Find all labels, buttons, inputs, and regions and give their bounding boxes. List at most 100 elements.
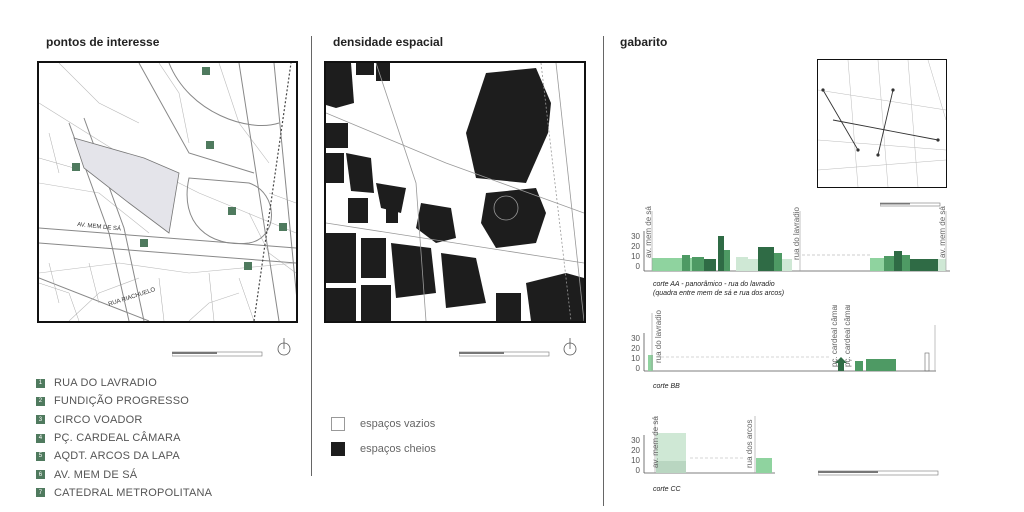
chart-cc-y-tick-30: 30 xyxy=(631,436,640,445)
aa-bar xyxy=(724,250,730,271)
chart-aa-y-tick-0: 0 xyxy=(636,262,641,271)
poi-north-arrow-icon xyxy=(277,338,291,356)
street-label-riachuelo: RUA RIACHUELO xyxy=(108,287,157,308)
chart-bb-vlabel: pç. cardeal câmara xyxy=(843,305,852,367)
chart-cc-vlabel: rua dos arcos xyxy=(745,420,754,468)
chart-cc-vlabel: av. mem de sá xyxy=(651,416,660,468)
poi-legend: 1 RUA DO LAVRADIO 2 FUNDIÇÃO PROGRESSO 3 CI… xyxy=(36,374,212,502)
chart-bb-y-tick-20: 20 xyxy=(631,344,640,353)
legend-label: AV. MEM DE SÁ xyxy=(54,468,138,481)
chart-aa-vlabel: av. mem de sá xyxy=(644,206,653,258)
keymap-scale-bar xyxy=(880,202,941,207)
cc-bar xyxy=(656,461,686,473)
density-legend-label: espaços cheios xyxy=(360,442,436,455)
density-legend-full: espaços cheios xyxy=(331,436,436,461)
legend-item-6[interactable]: 6 AV. MEM DE SÁ xyxy=(36,465,212,483)
gabarito-key-map xyxy=(817,59,947,188)
legend-label: CIRCO VOADOR xyxy=(54,413,143,426)
legend-item-7[interactable]: 7 CATEDRAL METROPOLITANA xyxy=(36,484,212,502)
chart-cc-y-tick-0: 0 xyxy=(636,466,641,475)
density-map xyxy=(324,61,586,323)
aa-bar xyxy=(884,256,894,271)
density-legend-empty: espaços vazios xyxy=(331,411,436,436)
aa-bar xyxy=(692,257,704,271)
legend-item-2[interactable]: 2 FUNDIÇÃO PROGRESSO xyxy=(36,392,212,410)
legend-marker-icon: 2 xyxy=(36,396,45,406)
chart-cc-y-tick-10: 10 xyxy=(631,456,640,465)
poi-marker-4[interactable] xyxy=(279,223,287,231)
poi-marker-2[interactable] xyxy=(206,141,214,149)
chart-cc-y-tick-20: 20 xyxy=(631,446,640,455)
density-scale-bar xyxy=(459,351,550,357)
aa-bar xyxy=(782,259,792,271)
aa-bar xyxy=(910,259,938,271)
chart-bb-y-tick-0: 0 xyxy=(636,364,641,373)
aa-bar xyxy=(682,255,690,271)
chart-aa-bars xyxy=(652,236,946,271)
poi-marker-7[interactable] xyxy=(202,67,210,75)
chart-aa-caption: corte AA - panorâmico - rua do lavradio xyxy=(653,281,775,288)
chart-aa-y-tick-10: 10 xyxy=(631,252,640,261)
legend-marker-icon: 4 xyxy=(36,433,45,443)
density-legend: espaços vazios espaços cheios xyxy=(331,411,436,461)
legend-item-4[interactable]: 4 PÇ. CARDEAL CÂMARA xyxy=(36,429,212,447)
full-space-swatch xyxy=(331,441,345,456)
aa-bar xyxy=(758,247,774,271)
legend-marker-icon: 7 xyxy=(36,488,45,498)
aa-bar xyxy=(736,257,748,271)
gabarito-scale-bar xyxy=(818,470,939,476)
chart-aa-caption-note: (quadra entre mem de sá e rua dos arcos) xyxy=(653,290,785,297)
chart-aa-y-tick-30: 30 xyxy=(631,232,640,241)
chart-aa-vlabel: rua do lavradio xyxy=(792,207,801,260)
legend-item-1[interactable]: 1 RUA DO LAVRADIO xyxy=(36,374,212,392)
legend-label: RUA DO LAVRADIO xyxy=(54,377,158,390)
chart-corte-bb: 30 20 10 0 rua do lavradio pç. cardeal c… xyxy=(631,305,936,373)
density-north-arrow-icon xyxy=(563,338,577,356)
cc-bar xyxy=(756,458,772,473)
chart-bb-vlabel: pç. cardeal câmara xyxy=(830,305,839,367)
divider-right xyxy=(603,36,604,506)
aa-bar xyxy=(938,259,946,271)
legend-item-3[interactable]: 3 CIRCO VOADOR xyxy=(36,411,212,429)
legend-label: AQDT. ARCOS DA LAPA xyxy=(54,450,180,463)
legend-marker-icon: 6 xyxy=(36,470,45,480)
aa-bar xyxy=(748,259,758,271)
chart-aa-vlabel: av. mem de sá xyxy=(938,206,947,258)
poi-marker-1[interactable] xyxy=(72,163,80,171)
bb-bar xyxy=(866,359,896,371)
aa-bar xyxy=(902,255,910,271)
chart-aa-y-tick-20: 20 xyxy=(631,242,640,251)
street-label-mem-de-sa: AV. MEM DE SÁ xyxy=(77,221,122,233)
aa-bar xyxy=(718,236,724,271)
bb-bar xyxy=(648,355,653,371)
legend-marker-icon: 1 xyxy=(36,378,45,388)
legend-label: PÇ. CARDEAL CÂMARA xyxy=(54,432,181,445)
poi-map: AV. MEM DE SÁ RUA RIACHUELO xyxy=(37,61,298,323)
density-section-title: densidade espacial xyxy=(333,35,444,49)
gabarito-section-title: gabarito xyxy=(620,35,668,49)
chart-bb-caption: corte BB xyxy=(653,383,680,390)
aa-bar xyxy=(774,253,782,271)
poi-marker-3[interactable] xyxy=(228,207,236,215)
legend-marker-icon: 5 xyxy=(36,451,45,461)
legend-label: FUNDIÇÃO PROGRESSO xyxy=(54,395,190,408)
poi-scale-bar xyxy=(172,351,263,357)
density-legend-label: espaços vazios xyxy=(360,417,436,430)
poi-marker-6[interactable] xyxy=(140,239,148,247)
aa-bar xyxy=(704,259,716,271)
bb-tree-icon xyxy=(835,357,847,371)
chart-corte-aa: 30 20 10 0 av. mem de sá rua do lavradio… xyxy=(631,206,950,272)
empty-space-swatch xyxy=(331,416,345,431)
chart-bb-y-tick-10: 10 xyxy=(631,354,640,363)
aa-bar xyxy=(894,251,902,271)
chart-bb-y-tick-30: 30 xyxy=(631,334,640,343)
legend-item-5[interactable]: 5 AQDT. ARCOS DA LAPA xyxy=(36,447,212,465)
bb-bar xyxy=(924,352,930,372)
bb-bar xyxy=(855,361,863,371)
divider-left xyxy=(311,36,312,476)
poi-section-title: pontos de interesse xyxy=(46,35,160,49)
chart-bb-vlabel: rua do lavradio xyxy=(654,310,663,363)
poi-marker-5[interactable] xyxy=(244,262,252,270)
legend-label: CATEDRAL METROPOLITANA xyxy=(54,486,213,499)
legend-marker-icon: 3 xyxy=(36,415,45,425)
